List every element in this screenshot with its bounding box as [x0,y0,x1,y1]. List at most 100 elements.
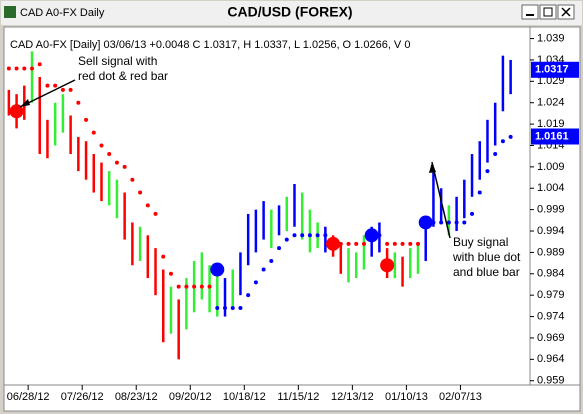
x-tick-label: 12/13/12 [331,391,374,403]
annotation: and blue bar [453,265,520,279]
annotation: red dot & red bar [78,69,168,83]
y-tick-label: 0.959 [537,375,565,387]
stop-dot [277,246,282,251]
stop-dot [415,241,420,246]
arrow-head [20,99,30,107]
stop-dot [408,241,413,246]
stop-dot [153,211,158,216]
stop-dot [261,267,266,272]
stop-dot [76,100,81,105]
window-buttons[interactable] [521,4,575,20]
stop-dot [37,62,42,67]
stop-dot [485,169,490,174]
stop-dot [385,241,390,246]
stop-dot [99,143,104,148]
stop-dot [107,152,112,157]
stop-dot [346,241,351,246]
annotation: Sell signal with [78,54,157,68]
stop-dot [246,293,251,298]
annotation-arrow [431,161,451,239]
window-title: CAD A0-FX Daily [20,7,105,19]
signal-dot [9,104,24,119]
stop-dot [284,237,289,242]
x-tick-label: 07/26/12 [61,391,104,403]
info-line: CAD A0-FX [Daily] 03/06/13 +0.0048 C 1.0… [10,39,410,51]
stop-dot [130,177,135,182]
stop-dot [315,233,320,238]
stop-dot [30,66,35,71]
y-tick-label: 0.999 [537,204,565,216]
stop-dot [199,284,204,289]
stop-dot [439,220,444,225]
minimize-button[interactable] [521,4,539,20]
y-axis-area [529,26,581,386]
stop-dot [238,306,243,311]
arrow-head [429,162,436,173]
y-tick-label: 0.989 [537,246,565,258]
stop-dot [60,87,65,92]
y-tick-label: 0.994 [537,225,565,237]
stop-dot [122,164,127,169]
y-tick-label: 1.004 [537,182,565,194]
stop-dot [176,284,181,289]
stop-dot [45,83,50,88]
stop-dot [184,284,189,289]
x-tick-label: 06/28/12 [7,391,50,403]
x-tick-label: 08/23/12 [115,391,158,403]
stop-dot [91,130,96,135]
signal-dot [364,228,379,243]
signal-dot [380,258,395,273]
stop-dot [508,134,513,139]
title-bar [1,1,582,25]
chart-title: CAD/USD (FOREX) [227,4,352,20]
stop-dot [307,233,312,238]
signal-dot [210,262,225,277]
stop-dot [323,233,328,238]
price-tag [531,128,579,145]
stop-dot [223,306,228,311]
x-tick-label: 02/07/13 [439,391,482,403]
stop-dot [114,160,119,165]
stop-dot [84,117,89,122]
y-tick-label: 1.024 [537,97,565,109]
stop-dot [462,220,467,225]
stop-dot [22,66,27,71]
y-tick-label: 1.039 [537,32,565,44]
y-tick-label: 0.979 [537,289,565,301]
stop-dot [68,87,73,92]
annotation: with blue dot [452,250,521,264]
stop-dot [292,233,297,238]
y-tick-label: 1.019 [537,118,565,130]
stop-dot [446,220,451,225]
x-tick-label: 10/18/12 [223,391,266,403]
annotation: Buy signal [453,235,508,249]
stop-dot [6,66,11,71]
stop-dot [354,241,359,246]
y-tick-label: 1.029 [537,75,565,87]
stop-dot [361,241,366,246]
y-tick-label: 0.969 [537,332,565,344]
x-tick-label: 01/10/13 [385,391,428,403]
stop-dot [470,211,475,216]
stop-dot [161,254,166,259]
price-tag [531,61,579,78]
x-axis-area [3,384,581,412]
signal-dot [418,215,433,230]
maximize-button[interactable] [539,4,557,20]
price-tag-label: 1.0317 [535,64,569,76]
app-icon [4,6,16,18]
stop-dot [253,280,258,285]
stop-dot [168,271,173,276]
stop-dot [215,306,220,311]
stop-dot [53,83,58,88]
y-tick-label: 0.974 [537,310,565,322]
y-tick-label: 0.964 [537,353,565,365]
stop-dot [500,139,505,144]
stop-dot [300,233,305,238]
x-tick-label: 09/20/12 [169,391,212,403]
stop-dot [207,284,212,289]
stop-dot [392,241,397,246]
stop-dot [477,190,482,195]
stop-dot [138,190,143,195]
